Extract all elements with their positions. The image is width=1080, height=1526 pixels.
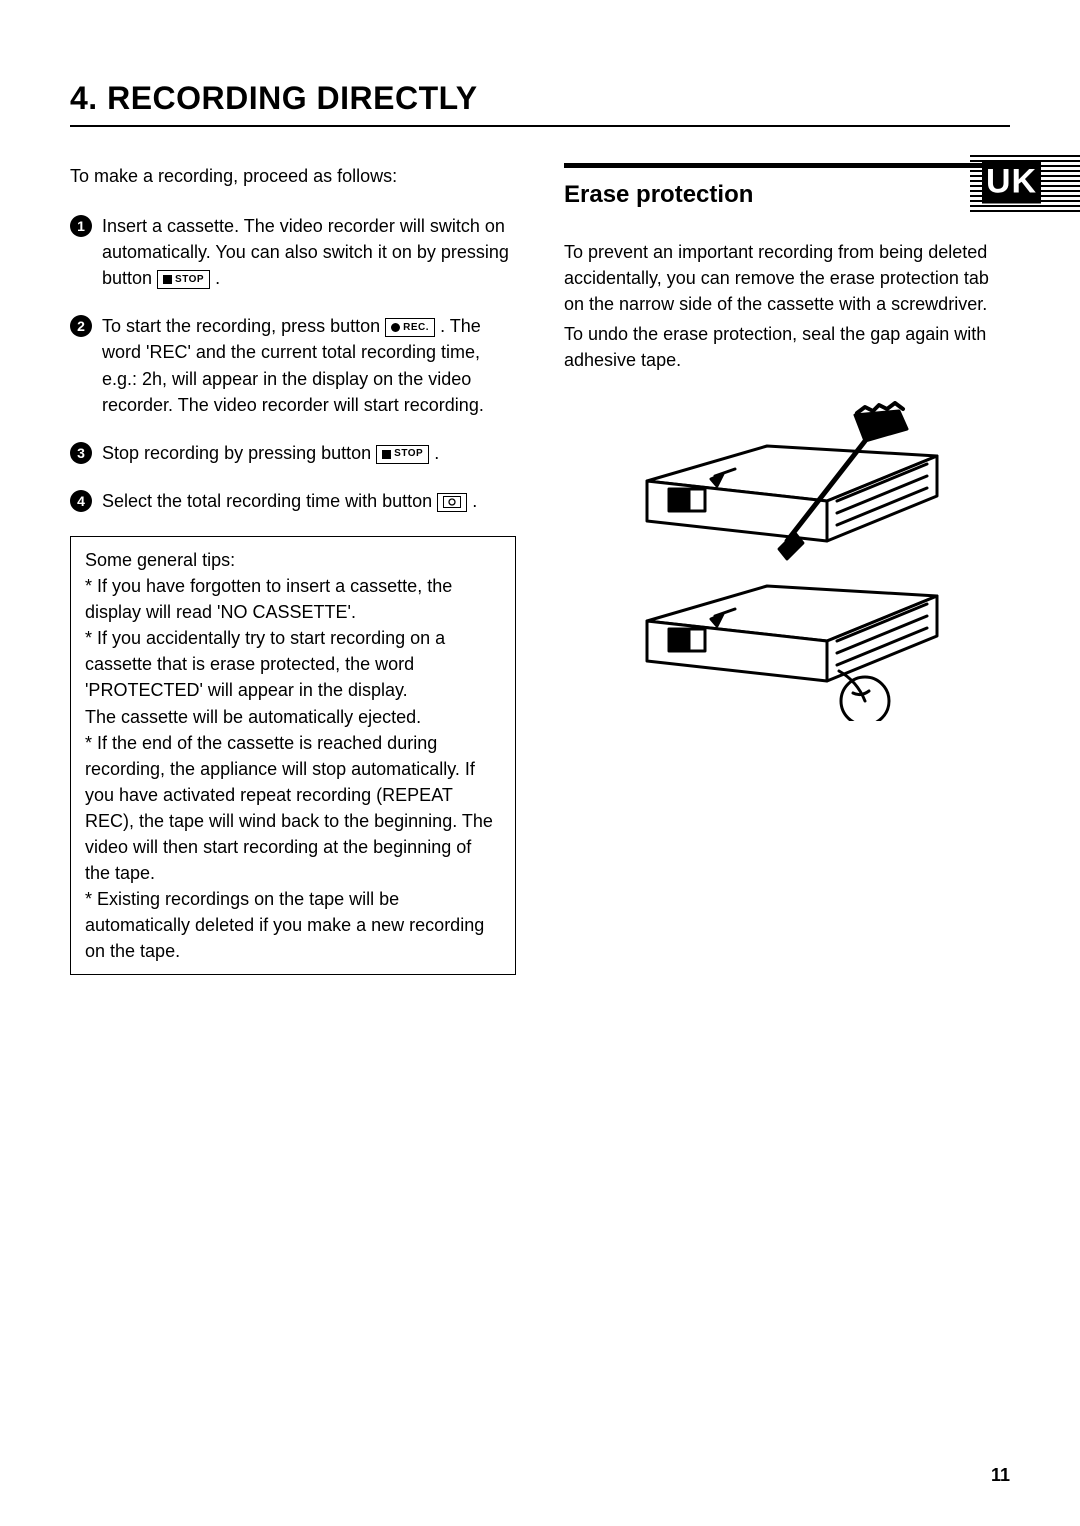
- step-1: 1 Insert a cassette. The video recorder …: [70, 213, 516, 291]
- cassette-svg: [607, 401, 967, 721]
- step-badge: 2: [70, 315, 92, 337]
- stop-button-icon: STOP: [376, 445, 429, 464]
- intro-text: To make a recording, proceed as follows:: [70, 163, 516, 189]
- step-text: Insert a cassette. The video recorder wi…: [102, 213, 516, 291]
- region-tab-label: UK: [982, 161, 1041, 204]
- section-heading: 4. RECORDING DIRECTLY: [70, 80, 1010, 117]
- tips-box: Some general tips: * If you have forgott…: [70, 536, 516, 976]
- subsection-title: Erase protection: [564, 178, 1010, 213]
- rec-button-icon: REC.: [385, 318, 435, 337]
- step-text: Stop recording by pressing button STOP .: [102, 440, 516, 466]
- step-badge: 1: [70, 215, 92, 237]
- tips-heading: Some general tips:: [85, 547, 501, 573]
- subsection-rule: [564, 163, 1010, 168]
- left-column: To make a recording, proceed as follows:…: [70, 163, 516, 975]
- step-badge: 4: [70, 490, 92, 512]
- step-badge: 3: [70, 442, 92, 464]
- paragraph: To prevent an important recording from b…: [564, 239, 1010, 317]
- two-column-layout: To make a recording, proceed as follows:…: [70, 163, 1010, 975]
- tip-item: * If the end of the cassette is reached …: [85, 730, 501, 887]
- page-number: 11: [991, 1465, 1010, 1486]
- document-page: 4. RECORDING DIRECTLY UK To make a recor…: [0, 0, 1080, 1526]
- tip-item: * Existing recordings on the tape will b…: [85, 886, 501, 964]
- step-4: 4 Select the total recording time with b…: [70, 488, 516, 514]
- erase-protection-text: To prevent an important recording from b…: [564, 239, 1010, 373]
- stop-button-icon: STOP: [157, 270, 210, 289]
- section-number: 4.: [70, 80, 98, 116]
- step-text: Select the total recording time with but…: [102, 488, 516, 514]
- step-2: 2 To start the recording, press button R…: [70, 313, 516, 417]
- cassette-illustration: [564, 401, 1010, 721]
- tip-item: * If you have forgotten to insert a cass…: [85, 573, 501, 625]
- step-3: 3 Stop recording by pressing button STOP…: [70, 440, 516, 466]
- paragraph: To undo the erase protection, seal the g…: [564, 321, 1010, 373]
- step-text: To start the recording, press button REC…: [102, 313, 516, 417]
- tip-item: The cassette will be automatically eject…: [85, 704, 501, 730]
- right-column: Erase protection To prevent an important…: [564, 163, 1010, 975]
- record-time-button-icon: [437, 493, 467, 512]
- section-title-text: RECORDING DIRECTLY: [107, 80, 478, 116]
- region-tab: UK: [970, 152, 1080, 212]
- section-rule: [70, 125, 1010, 127]
- tip-item: * If you accidentally try to start recor…: [85, 625, 501, 703]
